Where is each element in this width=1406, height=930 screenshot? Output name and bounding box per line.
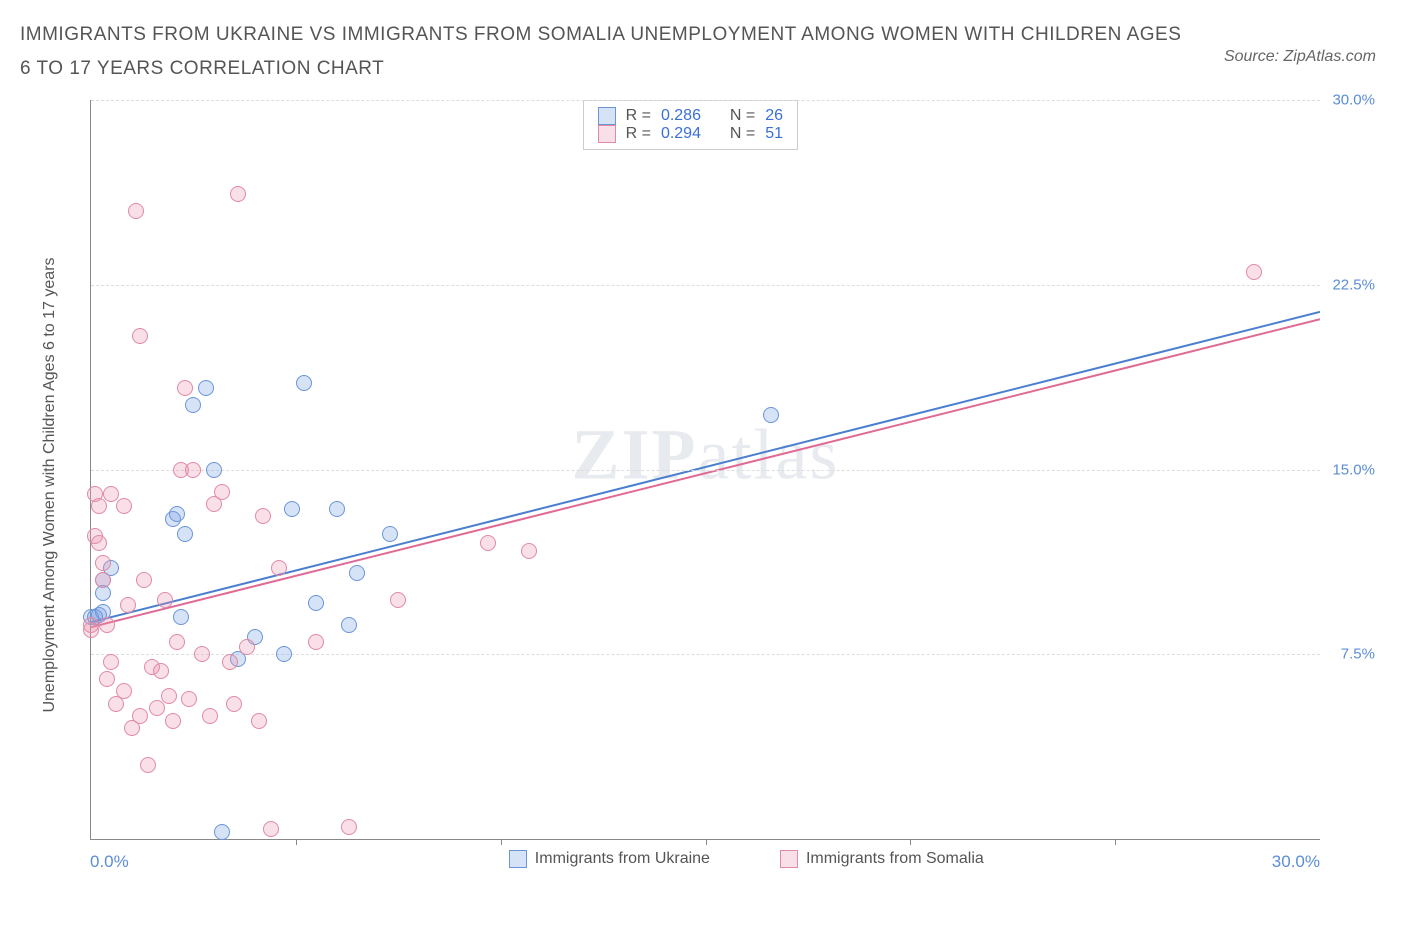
x-tick — [296, 839, 297, 845]
data-point — [349, 565, 365, 581]
n-value-somalia: 51 — [765, 125, 783, 143]
watermark: ZIPatlas — [572, 413, 840, 496]
data-point — [202, 708, 218, 724]
data-point — [271, 560, 287, 576]
r-value-somalia: 0.294 — [661, 125, 701, 143]
data-point — [132, 708, 148, 724]
data-point — [341, 617, 357, 633]
n-value-ukraine: 26 — [765, 107, 783, 125]
data-point — [206, 462, 222, 478]
chart-title: IMMIGRANTS FROM UKRAINE VS IMMIGRANTS FR… — [20, 18, 1224, 86]
plot-area: Unemployment Among Women with Children A… — [60, 100, 1380, 870]
data-point — [239, 639, 255, 655]
data-point — [763, 407, 779, 423]
x-tick — [501, 839, 502, 845]
data-point — [181, 691, 197, 707]
data-point — [308, 634, 324, 650]
data-point — [169, 506, 185, 522]
y-tick-label: 30.0% — [1332, 92, 1375, 109]
data-point — [128, 203, 144, 219]
data-point — [116, 683, 132, 699]
data-point — [157, 592, 173, 608]
data-point — [263, 821, 279, 837]
data-point — [222, 654, 238, 670]
gridline — [91, 100, 1320, 101]
x-tick — [910, 839, 911, 845]
data-point — [177, 526, 193, 542]
y-tick-label: 22.5% — [1332, 276, 1375, 293]
data-point — [194, 646, 210, 662]
plot-inner: ZIPatlas R = 0.286 N = 26 R = 0.294 N = … — [90, 100, 1320, 840]
stats-row-somalia: R = 0.294 N = 51 — [598, 125, 783, 143]
correlation-stats-box: R = 0.286 N = 26 R = 0.294 N = 51 — [583, 100, 798, 150]
data-point — [120, 597, 136, 613]
legend-item-ukraine: Immigrants from Ukraine — [509, 850, 710, 868]
data-point — [276, 646, 292, 662]
y-axis-label: Unemployment Among Women with Children A… — [41, 257, 59, 712]
data-point — [99, 617, 115, 633]
data-point — [95, 555, 111, 571]
data-point — [103, 486, 119, 502]
data-point — [214, 484, 230, 500]
r-label: R = — [626, 107, 651, 125]
y-tick-label: 15.0% — [1332, 461, 1375, 478]
x-tick — [706, 839, 707, 845]
n-label: N = — [730, 125, 755, 143]
data-point — [185, 397, 201, 413]
r-label: R = — [626, 125, 651, 143]
data-point — [169, 634, 185, 650]
data-point — [255, 508, 271, 524]
stats-row-ukraine: R = 0.286 N = 26 — [598, 107, 783, 125]
x-tick — [1115, 839, 1116, 845]
x-min-label: 0.0% — [90, 852, 129, 872]
swatch-somalia — [598, 125, 616, 143]
data-point — [95, 572, 111, 588]
data-point — [140, 757, 156, 773]
data-point — [341, 819, 357, 835]
data-point — [284, 501, 300, 517]
data-point — [83, 617, 99, 633]
data-point — [480, 535, 496, 551]
data-point — [296, 375, 312, 391]
data-point — [103, 654, 119, 670]
swatch-ukraine — [598, 107, 616, 125]
r-value-ukraine: 0.286 — [661, 107, 701, 125]
data-point — [185, 462, 201, 478]
data-point — [226, 696, 242, 712]
data-point — [1246, 264, 1262, 280]
data-point — [149, 700, 165, 716]
gridline — [91, 285, 1320, 286]
data-point — [153, 663, 169, 679]
data-point — [91, 535, 107, 551]
data-point — [161, 688, 177, 704]
data-point — [177, 380, 193, 396]
data-point — [308, 595, 324, 611]
legend-label-ukraine: Immigrants from Ukraine — [535, 850, 710, 868]
data-point — [382, 526, 398, 542]
legend-label-somalia: Immigrants from Somalia — [806, 850, 984, 868]
data-point — [173, 609, 189, 625]
data-point — [136, 572, 152, 588]
data-point — [91, 498, 107, 514]
legend-swatch-somalia — [780, 850, 798, 868]
legend-item-somalia: Immigrants from Somalia — [780, 850, 984, 868]
bottom-legend: Immigrants from Ukraine Immigrants from … — [509, 850, 984, 868]
source-attribution: Source: ZipAtlas.com — [1224, 48, 1376, 66]
n-label: N = — [730, 107, 755, 125]
data-point — [165, 713, 181, 729]
y-tick-label: 7.5% — [1341, 646, 1375, 663]
data-point — [230, 186, 246, 202]
gridline — [91, 470, 1320, 471]
data-point — [99, 671, 115, 687]
data-point — [132, 328, 148, 344]
data-point — [521, 543, 537, 559]
data-point — [214, 824, 230, 840]
legend-swatch-ukraine — [509, 850, 527, 868]
data-point — [116, 498, 132, 514]
data-point — [198, 380, 214, 396]
data-point — [329, 501, 345, 517]
data-point — [251, 713, 267, 729]
x-max-label: 30.0% — [1272, 852, 1320, 872]
data-point — [390, 592, 406, 608]
